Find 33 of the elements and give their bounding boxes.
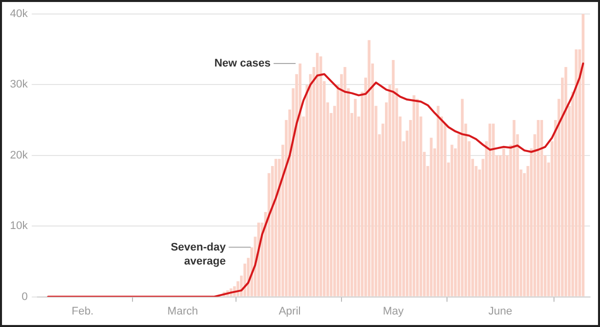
bar bbox=[492, 124, 495, 296]
bar bbox=[368, 40, 370, 296]
bar bbox=[316, 52, 319, 296]
bar bbox=[488, 124, 492, 296]
annotation: New cases bbox=[214, 58, 271, 70]
y-tick-label: 0 bbox=[22, 290, 28, 303]
bar bbox=[582, 14, 584, 296]
bar bbox=[274, 158, 278, 296]
bar bbox=[536, 120, 540, 296]
x-tick-label: April bbox=[278, 305, 301, 318]
bar bbox=[540, 120, 544, 296]
bar bbox=[512, 120, 516, 296]
bar bbox=[436, 106, 440, 296]
bar bbox=[298, 63, 302, 296]
bar bbox=[430, 138, 433, 296]
bar bbox=[450, 144, 454, 296]
bar bbox=[344, 67, 346, 296]
bar bbox=[416, 98, 419, 296]
x-tick-label: May bbox=[382, 305, 404, 318]
bar bbox=[412, 95, 416, 296]
y-tick-label: 30k bbox=[10, 78, 28, 91]
y-tick-label: 10k bbox=[10, 220, 28, 232]
x-tick-label: March bbox=[167, 305, 198, 318]
bar bbox=[392, 60, 395, 296]
annotation: Seven-day average bbox=[170, 241, 227, 268]
bar bbox=[502, 148, 506, 296]
bar bbox=[460, 98, 464, 296]
y-tick-label: 20k bbox=[10, 149, 28, 162]
x-tick-label: June bbox=[488, 305, 512, 318]
bar bbox=[354, 98, 357, 296]
x-tick-label: Feb. bbox=[72, 305, 94, 318]
y-tick-label: 40k bbox=[10, 8, 28, 20]
bar bbox=[319, 56, 322, 296]
